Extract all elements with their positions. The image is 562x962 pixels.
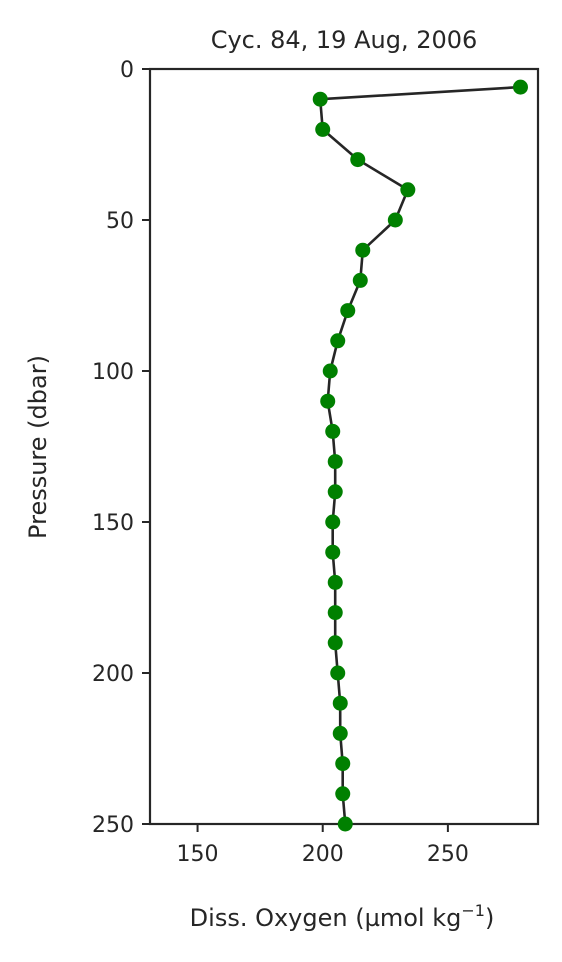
- x-tick-label: 150: [177, 842, 219, 867]
- data-point: [327, 454, 343, 470]
- x-axis-label: Diss. Oxygen (µmol kg−1): [190, 901, 495, 932]
- data-point: [315, 121, 331, 137]
- data-point: [332, 725, 348, 741]
- data-point: [325, 544, 341, 560]
- data-point: [340, 303, 356, 319]
- data-point: [327, 635, 343, 651]
- plot-border: [148, 67, 540, 826]
- data-point: [330, 333, 346, 349]
- x-tick-label: 250: [427, 842, 469, 867]
- x-axis-ticks: 150 200 250: [177, 824, 469, 867]
- data-point: [327, 574, 343, 590]
- data-point: [337, 816, 353, 832]
- y-tick-label: 250: [92, 813, 134, 838]
- x-axis-label-main: Diss. Oxygen (µmol kg: [190, 904, 462, 932]
- data-point: [512, 79, 528, 95]
- data-point: [335, 756, 351, 772]
- y-tick-label: 0: [120, 58, 134, 83]
- y-axis-label: Pressure (dbar): [24, 355, 52, 539]
- y-tick-label: 50: [106, 209, 134, 234]
- y-axis-ticks: 0 50 100 150 200 250: [92, 58, 150, 838]
- series-layer: [312, 79, 528, 832]
- data-point: [322, 363, 338, 379]
- data-point: [312, 91, 328, 107]
- data-point: [325, 514, 341, 530]
- data-point: [400, 182, 416, 198]
- data-point: [327, 605, 343, 621]
- y-tick-label: 100: [92, 360, 134, 385]
- x-axis-label-close: ): [485, 904, 494, 932]
- data-point: [352, 272, 368, 288]
- data-point: [332, 695, 348, 711]
- data-point: [335, 786, 351, 802]
- data-point: [330, 665, 346, 681]
- y-tick-label: 200: [92, 662, 134, 687]
- data-point: [355, 242, 371, 258]
- x-axis-label-superscript: −1: [461, 901, 485, 920]
- data-point: [325, 423, 341, 439]
- data-point: [320, 393, 336, 409]
- y-tick-label: 150: [92, 511, 134, 536]
- data-point: [387, 212, 403, 228]
- chart-title: Cyc. 84, 19 Aug, 2006: [211, 26, 478, 54]
- data-point: [327, 484, 343, 500]
- profile-line: [318, 85, 521, 825]
- plot-area: [148, 67, 540, 826]
- x-tick-label: 200: [302, 842, 344, 867]
- data-point: [350, 152, 366, 168]
